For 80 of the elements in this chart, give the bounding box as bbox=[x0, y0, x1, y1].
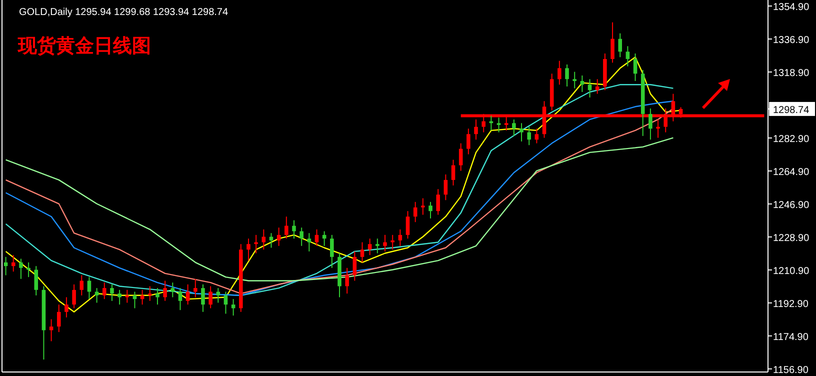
candlestick bbox=[474, 118, 478, 140]
candlestick bbox=[314, 228, 319, 246]
candlestick bbox=[413, 201, 418, 223]
y-tick-label: 1282.90 bbox=[773, 134, 810, 145]
candlestick bbox=[276, 227, 281, 246]
candlestick bbox=[496, 117, 501, 133]
candlestick bbox=[558, 60, 562, 86]
y-tick-label: 1210.90 bbox=[773, 266, 810, 277]
candlestick bbox=[11, 254, 16, 272]
candlestick bbox=[102, 282, 106, 300]
candlestick bbox=[595, 78, 600, 94]
candlestick bbox=[110, 284, 114, 302]
candlestick bbox=[56, 304, 61, 333]
candlestick bbox=[186, 284, 190, 306]
y-tick-label: 1318.90 bbox=[773, 68, 810, 80]
candlestick bbox=[208, 286, 212, 309]
candlestick bbox=[444, 174, 448, 201]
candlestick bbox=[383, 234, 387, 252]
y-tick-label: 1354.90 bbox=[773, 2, 810, 14]
candlestick bbox=[178, 288, 182, 311]
candlestick bbox=[330, 234, 334, 268]
y-tick-label: 1156.90 bbox=[773, 364, 809, 376]
candlestick bbox=[307, 232, 312, 252]
candlestick bbox=[527, 126, 531, 146]
candlestick bbox=[216, 288, 220, 304]
y-tick-label: 1246.90 bbox=[773, 200, 810, 211]
y-tick-label: 1192.90 bbox=[773, 298, 809, 310]
candlestick bbox=[87, 276, 92, 300]
candlestick bbox=[451, 159, 456, 186]
y-tick-label: 1264.90 bbox=[773, 166, 810, 178]
candlestick bbox=[428, 201, 432, 219]
candlestick bbox=[170, 282, 175, 298]
y-tick-label: 1298.74 bbox=[773, 104, 810, 116]
candlestick bbox=[72, 284, 76, 309]
candlestick bbox=[512, 118, 516, 136]
candlestick bbox=[118, 289, 122, 306]
y-tick-label: 1228.90 bbox=[773, 232, 810, 244]
text: 现货黄金日线图 bbox=[17, 35, 151, 57]
candlestick bbox=[368, 238, 372, 256]
candlestick bbox=[360, 242, 364, 263]
candlestick bbox=[534, 128, 539, 144]
candlestick bbox=[201, 284, 205, 312]
candlestick bbox=[156, 288, 160, 306]
candlestick bbox=[64, 296, 68, 318]
candlestick bbox=[352, 250, 357, 282]
candlestick bbox=[80, 274, 84, 296]
candlestick bbox=[262, 228, 266, 250]
candlestick bbox=[376, 238, 380, 254]
candlestick bbox=[565, 64, 569, 87]
candlestick bbox=[466, 128, 470, 155]
candlestick bbox=[398, 228, 402, 246]
candlestick bbox=[406, 210, 410, 240]
candlestick bbox=[421, 198, 425, 216]
candlestick bbox=[572, 71, 576, 89]
candlestick bbox=[148, 286, 152, 302]
candlestick bbox=[246, 238, 250, 262]
candlestick bbox=[292, 220, 296, 240]
line-series bbox=[5, 56, 682, 312]
annotation: GOLD,Daily 1295.94 1299.68 1293.94 1298.74 bbox=[19, 7, 228, 18]
y-tick-label: 1336.90 bbox=[773, 35, 810, 46]
candlestick bbox=[194, 278, 198, 298]
candlestick bbox=[633, 52, 638, 82]
candlestick bbox=[300, 227, 304, 246]
candlestick bbox=[436, 188, 440, 216]
candlestick bbox=[390, 234, 394, 250]
candlestick bbox=[610, 22, 614, 64]
candlestick bbox=[648, 108, 652, 140]
candlestick bbox=[520, 122, 524, 142]
y-tick-label: 1174.90 bbox=[773, 332, 809, 343]
candlestick bbox=[345, 267, 349, 294]
candlestick bbox=[458, 142, 463, 172]
candlestick bbox=[626, 46, 630, 67]
candlestick bbox=[34, 266, 38, 296]
candlestick bbox=[618, 32, 622, 58]
candlestick bbox=[163, 280, 167, 302]
candlestick bbox=[94, 288, 99, 304]
candlestick bbox=[588, 78, 592, 98]
candlestick bbox=[19, 258, 23, 280]
candlestick bbox=[284, 216, 288, 240]
candlestick bbox=[224, 291, 228, 314]
